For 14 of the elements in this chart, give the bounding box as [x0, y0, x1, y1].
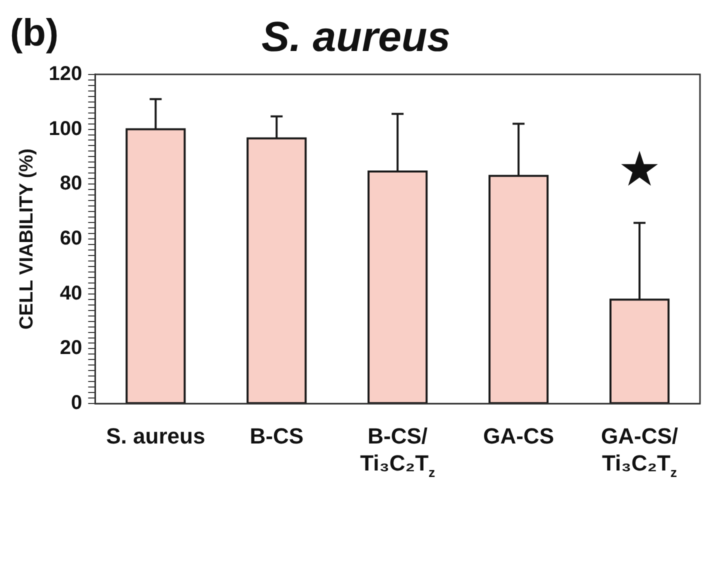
- x-tick-label: S. aureus: [106, 424, 206, 449]
- x-tick-label: GA-CS: [483, 424, 554, 449]
- y-tick-label: 120: [48, 62, 82, 85]
- annotation: ★: [618, 142, 662, 198]
- y-tick-label: 80: [60, 172, 82, 195]
- x-tick-label: B-CS: [250, 424, 304, 449]
- y-tick-label: 40: [60, 282, 82, 304]
- y-axis-title: CELL VIABILITY (%): [16, 148, 38, 330]
- chart-title: S. aureus: [261, 12, 451, 60]
- y-tick-label: 60: [60, 228, 82, 250]
- y-tick-label: 20: [60, 337, 82, 360]
- text: (b): [10, 12, 59, 54]
- y-tick-label: 100: [48, 118, 82, 140]
- y-tick-label: 0: [71, 392, 82, 414]
